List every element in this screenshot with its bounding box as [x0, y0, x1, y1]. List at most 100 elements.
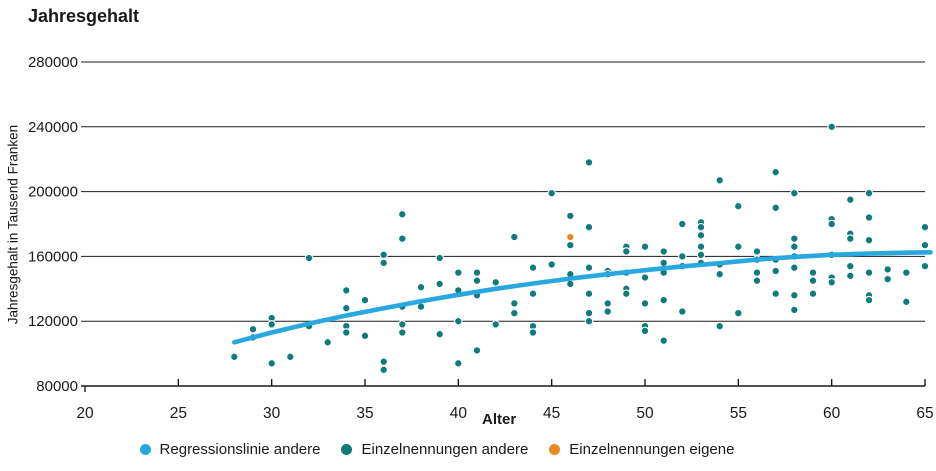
scatter-point-andere [323, 338, 332, 347]
scatter-point-andere [304, 253, 314, 263]
scatter-point-andere [696, 231, 706, 240]
scatter-point-andere [790, 234, 799, 243]
scatter-point-andere [790, 242, 799, 251]
y-tick-label: 80000 [36, 378, 78, 395]
scatter-point-andere [752, 268, 762, 277]
x-tick-label: 55 [730, 405, 747, 422]
scatter-point-andere [715, 321, 724, 331]
scatter-point-andere [398, 328, 407, 337]
scatter-point-andere [715, 269, 724, 279]
scatter-point-andere [267, 320, 276, 329]
scatter-point-andere [659, 295, 668, 305]
scatter-point-andere [342, 286, 351, 295]
x-tick-label: 30 [263, 405, 281, 422]
scatter-point-andere [398, 234, 407, 243]
scatter-point-andere [510, 232, 519, 242]
scatter-point-andere [267, 359, 276, 368]
x-tick-label: 40 [450, 405, 468, 422]
x-tick-label: 45 [543, 405, 560, 422]
scatter-point-andere [808, 276, 818, 285]
scatter-point-andere [547, 188, 556, 198]
legend-item-einzelnennungen-eigene: Einzelnennungen eigene [549, 441, 734, 458]
scatter-point-andere [696, 242, 706, 251]
scatter-point-andere [864, 235, 874, 245]
scatter-point-andere [360, 331, 370, 341]
scatter-point-andere [659, 247, 668, 256]
scatter-point-andere [771, 266, 780, 276]
legend-label-einzelnennungen-eigene: Einzelnennungen eigene [569, 441, 735, 458]
legend-label-regression: Regressionslinie andere [159, 441, 321, 458]
scatter-point-andere [603, 299, 612, 308]
legend-item-einzelnennungen-andere: Einzelnennungen andere [341, 441, 528, 458]
y-tick-label: 280000 [28, 54, 78, 71]
y-tick-label: 200000 [28, 184, 78, 201]
scatter-point-andere [379, 250, 388, 260]
scatter-point-andere [678, 307, 687, 316]
scatter-point-andere [379, 365, 388, 375]
scatter-point-andere [398, 210, 407, 219]
scatter-point-andere [920, 240, 930, 250]
scatter-point-andere [640, 242, 650, 251]
scatter-point-andere [379, 357, 388, 366]
scatter-point-andere [846, 195, 855, 204]
scatter-point-andere [416, 282, 426, 292]
scatter-point-andere [715, 176, 724, 185]
scatter-point-andere [827, 278, 836, 287]
scatter-point-andere [435, 253, 444, 263]
scatter-point-andere [566, 279, 575, 289]
scatter-point-andere [640, 273, 650, 282]
legend-dot-regression-icon [139, 444, 151, 455]
scatter-point-andere [678, 252, 687, 261]
scatter-point-andere [472, 346, 482, 355]
scatter-point-andere [528, 289, 538, 298]
scatter-point-andere [640, 326, 650, 336]
scatter-point-andere [528, 263, 538, 272]
scatter-point-andere [622, 247, 631, 256]
x-tick-label: 60 [823, 405, 841, 422]
scatter-point-andere [360, 295, 370, 305]
x-tick-label: 50 [636, 405, 654, 422]
scatter-point-andere [902, 268, 911, 277]
scatter-point-andere [771, 203, 780, 213]
scatter-point-andere [454, 359, 463, 368]
scatter-point-andere [286, 352, 295, 362]
scatter-point-andere [883, 265, 892, 274]
scatter-point-andere [790, 188, 799, 198]
scatter-point-andere [584, 289, 594, 298]
x-axis-title: Alter [482, 411, 517, 428]
scatter-point-andere [846, 271, 855, 281]
scatter-point-andere [603, 307, 612, 316]
scatter-point-andere [696, 222, 706, 232]
scatter-point-andere [491, 320, 500, 329]
scatter-point-andere [883, 274, 892, 284]
scatter-point-andere [808, 289, 818, 298]
legend-dot-einzelnennungen-eigene-icon [549, 444, 561, 455]
scatter-point-andere [734, 242, 743, 251]
scatter-point-andere [379, 258, 388, 268]
scatter-point-andere [510, 308, 519, 318]
scatter-point-andere [248, 325, 258, 334]
scatter-point-andere [435, 329, 444, 339]
scatter-point-andere [696, 250, 706, 260]
scatter-point-andere [454, 268, 463, 277]
scatter-point-andere [920, 261, 930, 271]
scatter-point-andere [734, 308, 743, 318]
scatter-point-andere [398, 320, 407, 329]
chart-legend: Regressionslinie andere Einzelnennungen … [0, 441, 905, 458]
scatter-point-andere [752, 247, 762, 256]
scatter-point-andere [771, 167, 780, 177]
y-tick-label: 160000 [28, 248, 78, 265]
scatter-point-andere [864, 268, 874, 277]
scatter-point-andere [230, 352, 239, 362]
scatter-point-andere [902, 297, 911, 307]
scatter-point-andere [864, 295, 874, 305]
y-tick-label: 120000 [28, 313, 78, 330]
scatter-point-andere [435, 279, 444, 289]
scatter-point-andere [659, 336, 668, 345]
scatter-point-andere [808, 268, 818, 277]
x-tick-label: 25 [170, 405, 187, 422]
scatter-point-andere [846, 234, 855, 243]
scatter-point-andere [790, 291, 799, 300]
scatter-point-andere [864, 213, 874, 222]
